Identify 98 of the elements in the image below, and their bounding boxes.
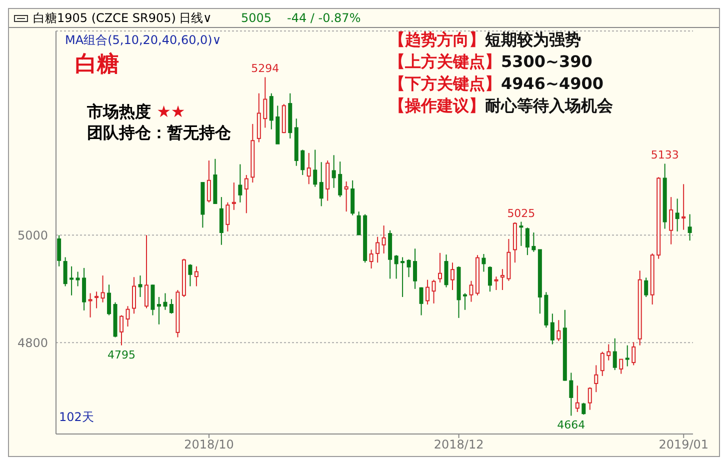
- candlestick: [519, 221, 524, 246]
- candlestick: [132, 276, 136, 314]
- candlestick: [612, 338, 617, 371]
- candlestick: [376, 236, 380, 264]
- candlestick: [582, 402, 586, 416]
- candlestick: [88, 292, 92, 318]
- x-tick-label: 2018/10: [184, 438, 234, 452]
- candlestick: [382, 225, 386, 254]
- candlestick: [550, 313, 554, 345]
- annotation: 【下方关键点】4946~4900: [389, 74, 604, 93]
- candlestick: [76, 271, 80, 287]
- candlestick: [438, 252, 442, 283]
- annotation: 市场热度 ★★: [87, 102, 186, 121]
- candlestick: [244, 174, 248, 214]
- candlestick: [444, 254, 448, 288]
- candlestick: [319, 162, 324, 207]
- candlestick: [426, 279, 430, 306]
- x-tick-label: 2018/12: [434, 438, 484, 452]
- candlestick: [632, 342, 636, 366]
- candlestick: [332, 154, 336, 188]
- candlestick: [413, 248, 418, 290]
- candlestick: [482, 253, 486, 272]
- text: 5005: [241, 10, 272, 27]
- candlestick: [169, 298, 174, 314]
- annotation: 4795: [108, 348, 136, 362]
- candlestick: [300, 149, 305, 176]
- text: 白糖: [75, 51, 119, 79]
- candlestick: [338, 161, 342, 198]
- candlestick: [94, 291, 99, 309]
- candlestick: [238, 164, 242, 203]
- candlestick: [600, 351, 604, 376]
- annotation: MA组合(5,10,20,40,60,0)∨: [65, 32, 222, 49]
- candlestick: [594, 364, 598, 393]
- candlestick: [70, 266, 74, 296]
- candlestick: [194, 266, 198, 287]
- candlestick: [494, 276, 498, 290]
- candlestick: [188, 264, 192, 287]
- candlestick: [313, 149, 318, 188]
- candlestick: [120, 314, 124, 346]
- chart-subtitle: 白糖1905 (CZCE SR905): [33, 10, 176, 27]
- candlestick: [525, 227, 530, 256]
- candlestick: [269, 92, 274, 130]
- candlestick: [306, 152, 311, 185]
- candlestick: [63, 256, 68, 287]
- y-tick-label: 5000: [17, 228, 48, 242]
- candlestick: [556, 320, 561, 342]
- candlestick: [688, 214, 692, 242]
- candlestick: [532, 232, 536, 252]
- candlestick: [588, 386, 592, 410]
- candlestick: [394, 254, 398, 280]
- candlestick: [226, 202, 230, 232]
- candlestick: [606, 344, 611, 361]
- candlestick: [400, 256, 405, 298]
- candlestick: [156, 296, 161, 325]
- annotation: 102天: [59, 409, 94, 426]
- annotation: 5025: [507, 206, 536, 220]
- candlestick: [57, 234, 62, 267]
- candlestick: [82, 267, 86, 311]
- candlestick: [462, 292, 467, 310]
- candlestick: [107, 284, 112, 316]
- annotation: 【上方关键点】5300~390: [389, 52, 592, 71]
- candlestick: [575, 385, 580, 412]
- annotation: 5133: [650, 148, 679, 162]
- candlestick: [219, 196, 224, 246]
- candlestick: [100, 274, 105, 303]
- candlestick: [356, 211, 361, 236]
- candlestick: [669, 196, 674, 245]
- text: 日线∨: [179, 10, 212, 27]
- candlestick: [406, 258, 411, 278]
- candlestick: [206, 160, 211, 203]
- candlestick: [569, 372, 574, 416]
- x-tick-label: 2019/01: [658, 438, 709, 452]
- candlestick: [419, 286, 424, 316]
- candlestick: [500, 268, 504, 290]
- candlestick: [138, 274, 142, 298]
- annotation: 【趋势方向】短期较为强势: [389, 30, 581, 49]
- candlestick: [163, 292, 168, 310]
- candlestick: [369, 249, 374, 269]
- candlestick: [625, 344, 630, 367]
- annotation: 4664: [557, 418, 586, 432]
- annotation: 【操作建议】耐心等待入场机会: [389, 96, 613, 115]
- y-tick-label: 4800: [17, 336, 48, 350]
- candlestick: [469, 280, 474, 302]
- candlestick: [488, 266, 492, 292]
- candlestick: [619, 358, 624, 374]
- candlestick: [232, 182, 236, 210]
- candlestick: [344, 180, 348, 212]
- candlestick: [682, 184, 686, 230]
- candlestick: [644, 277, 648, 298]
- candlestick: [675, 198, 680, 232]
- annotation: 5294: [251, 62, 280, 76]
- candlestick: [144, 234, 148, 309]
- candlestick: [126, 306, 130, 328]
- text: -44 / -0.87%: [287, 10, 361, 27]
- candlestick: [450, 262, 454, 290]
- annotation: 团队持仓：暂无持仓: [87, 122, 231, 143]
- candlestick: [263, 76, 268, 128]
- candlestick: [432, 279, 436, 304]
